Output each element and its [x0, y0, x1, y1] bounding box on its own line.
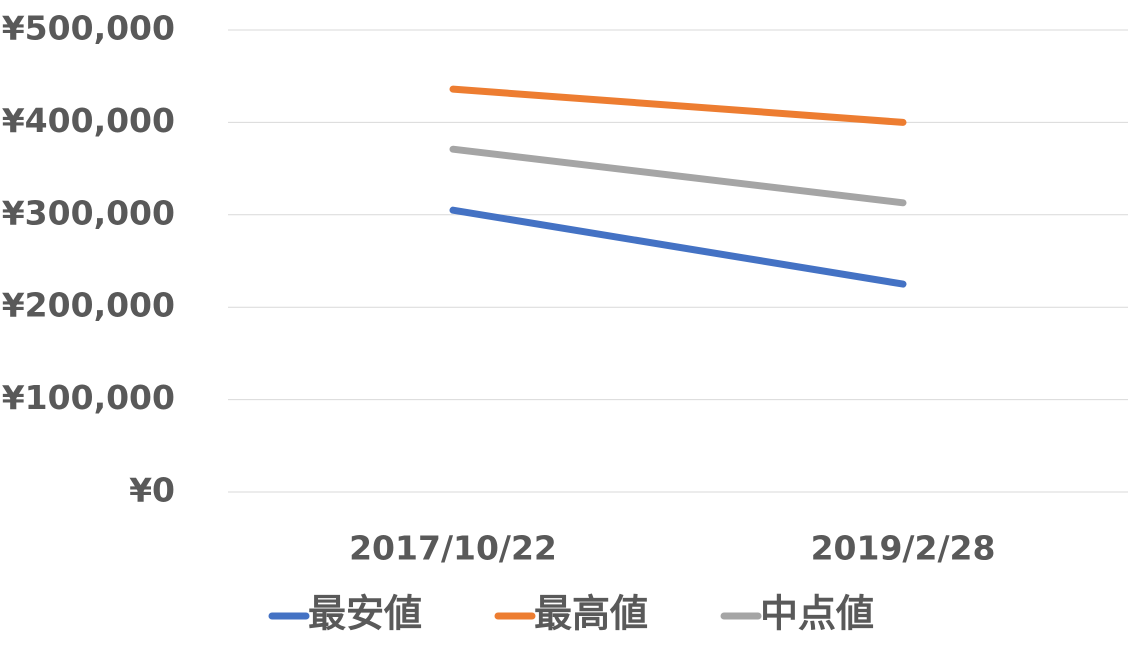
- series-line: [449, 145, 907, 207]
- y-tick-label: ¥100,000: [2, 378, 175, 417]
- legend-label: 最高値: [534, 592, 648, 636]
- y-tick-label: ¥200,000: [2, 286, 175, 325]
- legend-label: 中点値: [760, 592, 874, 636]
- y-tick-label: ¥500,000: [2, 9, 175, 48]
- y-tick-label: ¥0: [129, 471, 175, 510]
- y-tick-label: ¥400,000: [2, 101, 175, 140]
- y-tick-label: ¥300,000: [2, 193, 175, 232]
- x-tick-label: 2017/10/22: [349, 529, 557, 568]
- series-line: [449, 206, 907, 288]
- series-line: [449, 85, 907, 126]
- x-tick-label: 2019/2/28: [811, 529, 996, 568]
- legend-label: 最安値: [308, 592, 422, 636]
